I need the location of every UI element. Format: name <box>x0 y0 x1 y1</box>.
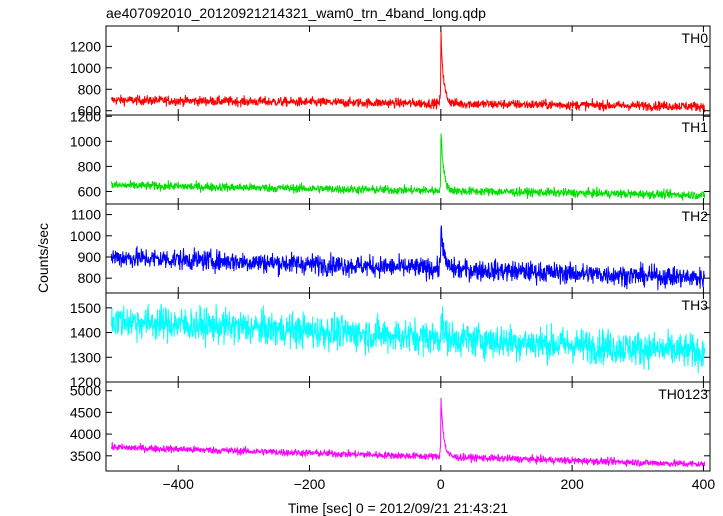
panel-th3: 1200 1300 1400 1500 TH3 <box>70 292 711 390</box>
y-tick-label: 1100 <box>71 207 101 223</box>
y-tick-label: 800 <box>78 158 102 174</box>
y-tick-label: 5000 <box>70 383 101 399</box>
y-tick-label: 1400 <box>70 325 101 341</box>
x-tick-label: 200 <box>560 476 584 492</box>
panel-label-th0123: TH0123 <box>658 386 708 402</box>
panel-th2: 800 900 1000 1100 TH2 <box>70 203 711 294</box>
x-tick-label: 400 <box>692 476 716 492</box>
y-tick-label: 4000 <box>70 426 101 442</box>
y-tick-label: 1000 <box>70 60 101 76</box>
panel-label-th1: TH1 <box>682 119 709 135</box>
y-tick-label: 4500 <box>70 404 101 420</box>
panel-th1: 600 800 1000 1200 TH1 <box>70 108 711 205</box>
panel-th0: 600 800 1000 1200 TH0 <box>70 25 711 119</box>
series-line-th0 <box>110 30 706 113</box>
y-tick-label: 1500 <box>70 300 101 316</box>
y-tick-label: 1000 <box>70 133 101 149</box>
x-tick-label: 0 <box>437 476 445 492</box>
series-line-th2 <box>110 225 706 291</box>
panels-group: 600 800 1000 1200 TH0 600 800 1000 1200 TH1 800 900… <box>70 25 711 472</box>
series-line-th0123 <box>110 397 706 468</box>
panel-th0123: 3500 4000 4500 5000 TH0123 <box>70 381 711 472</box>
x-tick-label: −400 <box>162 476 194 492</box>
y-tick-label: 1000 <box>70 228 101 244</box>
y-tick-label: 1300 <box>70 349 101 365</box>
y-axis-title: Counts/sec <box>35 223 51 293</box>
x-tick-label: −200 <box>294 476 326 492</box>
panel-frame <box>105 381 711 472</box>
y-tick-label: 1200 <box>70 38 101 54</box>
y-tick-label: 1200 <box>70 108 101 124</box>
x-axis-title: Time [sec] 0 = 2012/09/21 21:43:21 <box>288 500 508 516</box>
y-tick-label: 600 <box>78 183 102 199</box>
panel-label-th2: TH2 <box>682 208 709 224</box>
y-tick-label: 600 <box>78 103 102 119</box>
y-tick-label: 900 <box>78 249 102 265</box>
series-line-th1 <box>110 133 706 201</box>
chart-title: ae407092010_20120921214321_wam0_trn_4ban… <box>106 5 486 21</box>
y-tick-label: 800 <box>78 270 102 286</box>
panel-label-th0: TH0 <box>682 30 709 46</box>
y-tick-label: 1200 <box>70 374 101 390</box>
x-axis: −400 −200 0 200 400 <box>162 476 715 492</box>
series-line-th3 <box>110 303 706 374</box>
y-tick-label: 800 <box>78 81 102 97</box>
panel-label-th3: TH3 <box>682 297 709 313</box>
y-tick-label: 3500 <box>70 448 101 464</box>
